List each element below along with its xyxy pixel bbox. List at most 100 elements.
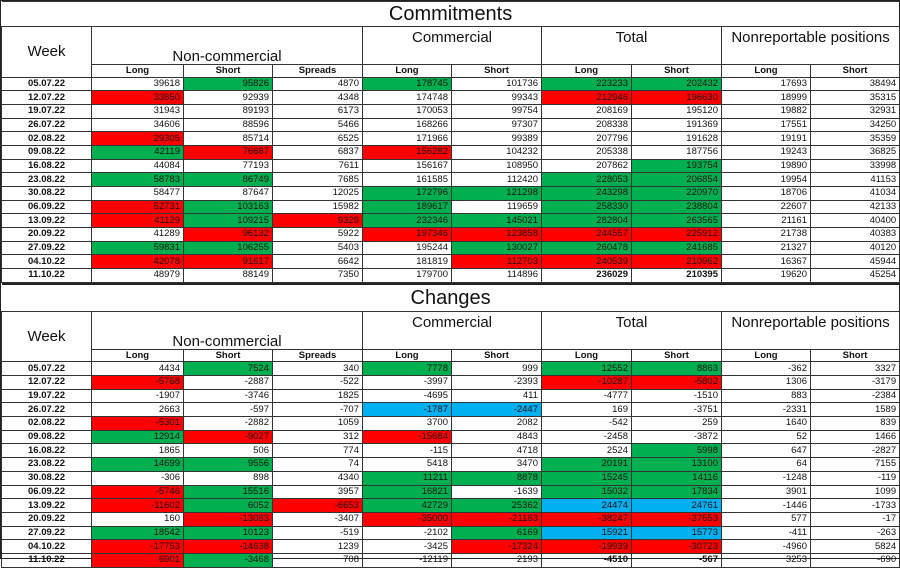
table-row: 04.10.22 42078 91617 6642 181819 112703 240539… <box>1 254 900 270</box>
week-cell: 26.07.22 <box>1 117 92 133</box>
week-cell: 27.09.22 <box>1 525 92 541</box>
commercial-short-cell: 145021 <box>451 213 542 229</box>
nonreportable-short-cell: 1466 <box>809 429 900 445</box>
total-long-cell: 228053 <box>541 172 632 187</box>
week-cell: 26.07.22 <box>1 402 92 418</box>
commercial-long-header: Long <box>362 348 452 363</box>
noncommercial-long-cell: 33850 <box>91 90 184 105</box>
nonreportable-short-header: Short <box>809 348 900 363</box>
total-header: Total <box>541 310 722 350</box>
noncommercial-long-cell: 1865 <box>91 443 184 459</box>
total-long-cell: -38247 <box>541 511 632 527</box>
total-long-cell: 207796 <box>541 131 632 146</box>
week-cell: 19.07.22 <box>1 103 92 119</box>
nonreportable-long-cell: 52 <box>721 429 811 445</box>
table-row: 11.10.22 48979 88149 7350 179700 114896 236029… <box>1 268 900 283</box>
nonreportable-header: Nonreportable positions <box>720 310 900 350</box>
noncommercial-short-cell: 103163 <box>183 199 273 215</box>
commercial-short-cell: 4843 <box>451 429 542 445</box>
nonreportable-short-header: Short <box>809 64 900 78</box>
section-title: Commitments <box>1 1 900 27</box>
noncommercial-long-cell: 14699 <box>91 457 184 472</box>
nonreportable-long-cell: 3253 <box>721 552 811 568</box>
noncommercial-spreads-cell: 774 <box>272 443 363 459</box>
noncommercial-short-cell: 92939 <box>183 90 273 105</box>
commercial-short-cell: -1639 <box>451 484 542 500</box>
noncommercial-spreads-cell: 7350 <box>272 268 363 283</box>
commercial-long-cell: 174748 <box>362 90 452 105</box>
total-long-cell: 20191 <box>541 457 632 472</box>
total-short-cell: 195120 <box>631 103 722 119</box>
noncommercial-long-cell: 31943 <box>91 103 184 119</box>
nonreportable-short-cell: 839 <box>809 416 900 431</box>
total-long-cell: 15245 <box>541 470 632 486</box>
total-short-cell: 259 <box>631 416 722 431</box>
nonreportable-long-cell: 18706 <box>721 186 811 201</box>
total-short-cell: 241685 <box>631 240 722 256</box>
noncommercial-spreads-header: Spreads <box>272 64 363 78</box>
noncommercial-long-header: Long <box>91 64 184 78</box>
commitments-table: Commitments Week Non-commercial Commerci… <box>1 1 900 283</box>
noncommercial-long-cell: 29305 <box>91 131 184 146</box>
week-cell: 09.08.22 <box>1 144 92 160</box>
total-short-cell: -3872 <box>631 429 722 445</box>
total-short-cell: 206854 <box>631 172 722 187</box>
commercial-long-cell: 156282 <box>362 144 452 160</box>
noncommercial-long-cell: 34606 <box>91 117 184 133</box>
nonreportable-short-cell: 41034 <box>809 186 900 201</box>
total-short-cell: 191369 <box>631 117 722 133</box>
nonreportable-header: Nonreportable positions <box>720 26 900 65</box>
nonreportable-short-cell: 45944 <box>809 254 900 270</box>
week-cell: 05.07.22 <box>1 361 92 376</box>
week-cell: 23.08.22 <box>1 172 92 187</box>
noncommercial-long-cell: 52731 <box>91 199 184 215</box>
noncommercial-spreads-cell: 1239 <box>272 539 363 554</box>
total-long-cell: 24474 <box>541 498 632 513</box>
table-row: 20.09.22 160 -13083 -3407 -35000 -21163 -38247… <box>1 511 900 527</box>
noncommercial-short-header: Short <box>183 348 273 363</box>
nonreportable-long-cell: -4960 <box>721 539 811 554</box>
nonreportable-short-cell: 42133 <box>809 199 900 215</box>
commercial-long-cell: -3997 <box>362 375 452 390</box>
total-short-cell: 14116 <box>631 470 722 486</box>
nonreportable-long-cell: -411 <box>721 525 811 541</box>
total-short-cell: 263565 <box>631 213 722 229</box>
total-short-cell: 191628 <box>631 131 722 146</box>
noncommercial-short-cell: 506 <box>183 443 273 459</box>
nonreportable-long-cell: 19882 <box>721 103 811 119</box>
nonreportable-long-cell: 18999 <box>721 90 811 105</box>
nonreportable-long-cell: 17551 <box>721 117 811 133</box>
commercial-long-cell: 171966 <box>362 131 452 146</box>
commercial-short-cell: 112703 <box>451 254 542 270</box>
nonreportable-long-cell: 19954 <box>721 172 811 187</box>
total-long-cell: 240539 <box>541 254 632 270</box>
commercial-long-cell: 168266 <box>362 117 452 133</box>
table-row: 16.08.22 1865 506 774 -115 4718 2524 5998 647 -28… <box>1 443 900 459</box>
week-cell: 09.08.22 <box>1 429 92 445</box>
nonreportable-long-cell: 1640 <box>721 416 811 431</box>
commercial-short-cell: 2193 <box>451 552 542 568</box>
total-long-cell: 205338 <box>541 144 632 160</box>
noncommercial-spreads-cell: 6642 <box>272 254 363 270</box>
commercial-long-cell: -2102 <box>362 525 452 541</box>
table-row: 26.07.22 34606 88596 5466 168266 97307 208338 1… <box>1 117 900 133</box>
noncommercial-spreads-cell: 5403 <box>272 240 363 256</box>
noncommercial-spreads-cell: 15982 <box>272 199 363 215</box>
noncommercial-short-cell: 9556 <box>183 457 273 472</box>
week-cell: 12.07.22 <box>1 90 92 105</box>
nonreportable-short-cell: 34250 <box>809 117 900 133</box>
week-cell: 13.09.22 <box>1 213 92 229</box>
table-row: 13.09.22 -11602 6052 -6653 42729 25362 24474 24… <box>1 498 900 513</box>
nonreportable-long-cell: 64 <box>721 457 811 472</box>
table-row: 09.08.22 42119 76687 6837 156282 104232 205338… <box>1 144 900 160</box>
commercial-short-cell: 114896 <box>451 268 542 283</box>
noncommercial-short-cell: 91617 <box>183 254 273 270</box>
commercial-short-cell: 6169 <box>451 525 542 541</box>
table-row: 30.08.22 -306 898 4340 11211 8878 15245 14116 -1… <box>1 470 900 486</box>
noncommercial-spreads-cell: 5466 <box>272 117 363 133</box>
total-long-cell: 236029 <box>541 268 632 283</box>
non-commercial-header: Non-commercial <box>91 310 363 350</box>
nonreportable-short-cell: 40400 <box>809 213 900 229</box>
table-row: 06.09.22 -5746 15516 3957 16821 -1639 15032 178… <box>1 484 900 500</box>
nonreportable-long-cell: 17693 <box>721 76 811 92</box>
